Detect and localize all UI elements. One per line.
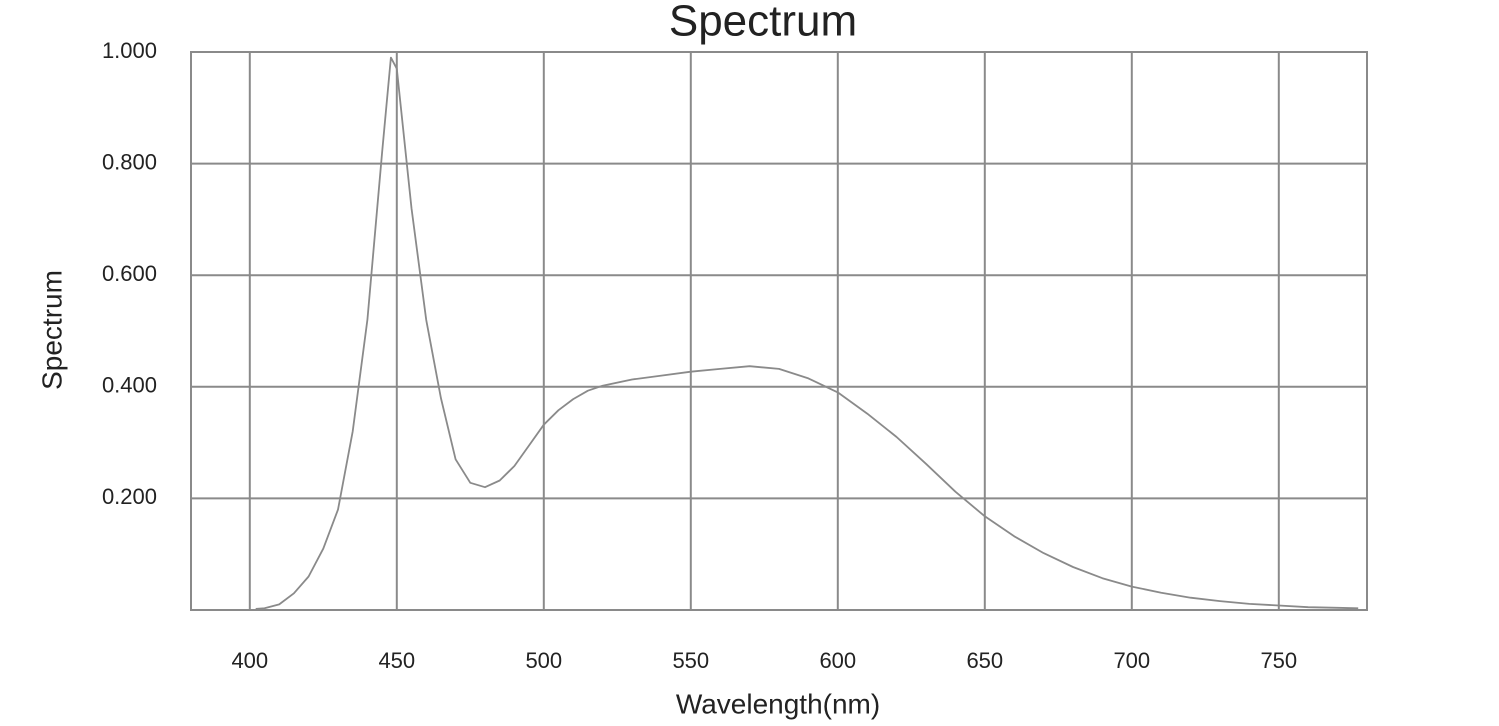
y-axis-title: Spectrum — [36, 270, 67, 390]
x-tick-label: 450 — [378, 648, 415, 673]
plot-frame — [190, 51, 1368, 611]
x-tick-label: 500 — [525, 648, 562, 673]
y-tick-label: 0.800 — [102, 149, 157, 174]
y-tick-label: 0.400 — [102, 373, 157, 398]
x-tick-label: 550 — [672, 648, 709, 673]
chart-title: Spectrum — [669, 0, 857, 46]
x-tick-label: 700 — [1113, 648, 1150, 673]
spectrum-line — [255, 56, 1359, 610]
x-tick-label: 600 — [819, 648, 856, 673]
x-tick-label: 650 — [966, 648, 1003, 673]
x-tick-label: 400 — [231, 648, 268, 673]
y-tick-label: 1.000 — [102, 38, 157, 63]
y-tick-label: 0.600 — [102, 261, 157, 286]
y-tick-label: 0.200 — [102, 484, 157, 509]
x-axis-title: Wavelength(nm) — [676, 688, 880, 719]
x-tick-label: 750 — [1260, 648, 1297, 673]
